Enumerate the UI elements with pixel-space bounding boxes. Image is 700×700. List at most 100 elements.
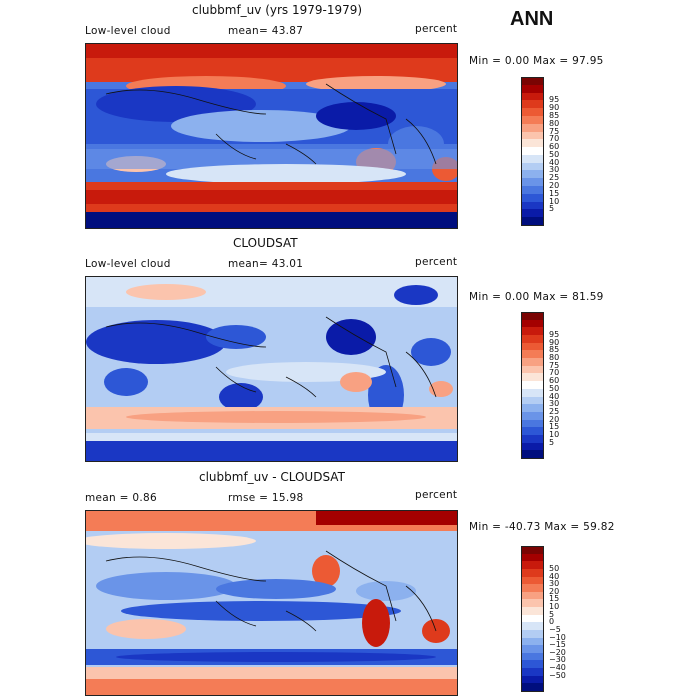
colorbar-tick-label: 95 [549, 95, 560, 105]
colorbar-tick-label: 5 [549, 204, 555, 214]
units-label: percent [415, 489, 458, 501]
colorbar-swatch [521, 209, 544, 218]
colorbar-tick-label: −50 [549, 670, 566, 680]
minmax-label: Min = -40.73 Max = 59.82 [469, 521, 615, 533]
colorbar-tick-label: 10 [549, 602, 560, 612]
colorbar-tick-label: 0 [549, 617, 555, 627]
colorbar-tick-label: 50 [549, 383, 560, 393]
colorbar-tick-label: 60 [549, 142, 560, 152]
colorbar-swatch [521, 77, 544, 87]
colorbar-swatch [521, 178, 544, 187]
colorbar-swatch [521, 193, 544, 203]
colorbar-swatch [521, 139, 544, 148]
colorbar-swatch [521, 381, 544, 390]
colorbar-tick-label: 15 [549, 594, 560, 604]
colorbar-swatch [521, 327, 544, 336]
colorbar-swatch [521, 561, 544, 570]
colorbar-tick-label: 85 [549, 110, 560, 120]
colorbar-swatch [521, 147, 544, 156]
colorbar-swatch [521, 450, 544, 460]
colorbar-tick-label: 90 [549, 337, 560, 347]
colorbar-diff: 50 40 30 20 15 10 5 0 −5 −10 −15 −20 −30 −40 −50 [521, 546, 581, 693]
season-label: ANN [510, 8, 554, 30]
colorbar-swatch [521, 84, 544, 94]
field-label: Low-level cloud [85, 25, 171, 37]
mean-label: mean= 43.87 [228, 25, 304, 37]
colorbar-obs: 95 90 85 80 75 70 60 50 40 30 25 20 15 10 5 [521, 312, 581, 460]
rmse-label: rmse = 15.98 [228, 492, 304, 504]
colorbar-tick-label: −20 [549, 647, 566, 657]
panel-title: CLOUDSAT [233, 236, 298, 250]
colorbar-tick-label: 80 [549, 118, 560, 128]
colorbar-swatch [521, 427, 544, 436]
colorbar-swatch [521, 154, 544, 164]
mean-label: mean= 43.01 [228, 258, 304, 270]
colorbar-swatch [521, 319, 544, 328]
colorbar-swatch [521, 645, 544, 654]
colorbar-swatch [521, 614, 544, 623]
colorbar-swatch [521, 335, 544, 344]
colorbar-model: 95 90 85 80 75 70 60 50 40 30 25 20 15 10 5 [521, 77, 581, 227]
colorbar-swatch [521, 599, 544, 608]
colorbar-tick-label: 10 [549, 429, 560, 439]
colorbar-tick-label: 75 [549, 360, 560, 370]
colorbar-swatch [521, 411, 544, 421]
colorbar-swatch [521, 365, 544, 374]
field-label: Low-level cloud [85, 258, 171, 270]
colorbar-swatch [521, 553, 544, 562]
colorbar-swatch [521, 442, 544, 451]
colorbar-swatch [521, 100, 544, 109]
colorbar-tick-label: 20 [549, 414, 560, 424]
colorbar-tick-label: −10 [549, 632, 566, 642]
colorbar-swatch [521, 660, 544, 669]
cloud-map-model [85, 43, 458, 229]
colorbar-tick-label: 40 [549, 391, 560, 401]
colorbar-tick-label: 50 [549, 563, 560, 573]
colorbar-tick-label: 60 [549, 376, 560, 386]
colorbar-swatch [521, 683, 544, 693]
colorbar-swatch [521, 434, 544, 444]
colorbar-tick-label: 25 [549, 173, 560, 183]
colorbar-tick-label: −30 [549, 655, 566, 665]
minmax-label: Min = 0.00 Max = 97.95 [469, 55, 604, 67]
colorbar-swatch [521, 170, 544, 179]
colorbar-swatch [521, 591, 544, 600]
colorbar-swatch [521, 358, 544, 367]
colorbar-swatch [521, 186, 544, 195]
colorbar-tick-label: −15 [549, 640, 566, 650]
colorbar-swatch [521, 607, 544, 616]
minmax-label: Min = 0.00 Max = 81.59 [469, 291, 604, 303]
colorbar-swatch [521, 546, 544, 556]
mean-label: mean = 0.86 [85, 492, 157, 504]
colorbar-swatch [521, 652, 544, 661]
colorbar-tick-label: −5 [549, 624, 561, 634]
cloud-map-obs [85, 276, 458, 462]
colorbar-swatch [521, 162, 544, 171]
colorbar-swatch [521, 637, 544, 646]
colorbar-swatch [521, 404, 544, 413]
panel-title: clubbmf_uv - CLOUDSAT [199, 470, 345, 484]
colorbar-tick-label: 5 [549, 609, 555, 619]
colorbar-swatch [521, 629, 544, 639]
colorbar-swatch [521, 92, 544, 101]
cloud-map-diff [85, 510, 458, 696]
units-label: percent [415, 23, 458, 35]
colorbar-swatch [521, 396, 544, 405]
colorbar-tick-label: 20 [549, 181, 560, 191]
colorbar-swatch [521, 419, 544, 428]
colorbar-tick-label: 15 [549, 422, 560, 432]
colorbar-tick-label: −40 [549, 663, 566, 673]
colorbar-swatch [521, 201, 544, 210]
colorbar-tick-label: 85 [549, 345, 560, 355]
colorbar-swatch [521, 312, 544, 322]
panel-title: clubbmf_uv (yrs 1979-1979) [192, 3, 363, 17]
colorbar-swatch [521, 217, 544, 227]
colorbar-tick-label: 70 [549, 134, 560, 144]
colorbar-swatch [521, 123, 544, 133]
colorbar-tick-label: 30 [549, 579, 560, 589]
colorbar-swatch [521, 131, 544, 140]
colorbar-tick-label: 80 [549, 353, 560, 363]
colorbar-tick-label: 5 [549, 437, 555, 447]
colorbar-swatch [521, 350, 544, 359]
colorbar-swatch [521, 668, 544, 677]
